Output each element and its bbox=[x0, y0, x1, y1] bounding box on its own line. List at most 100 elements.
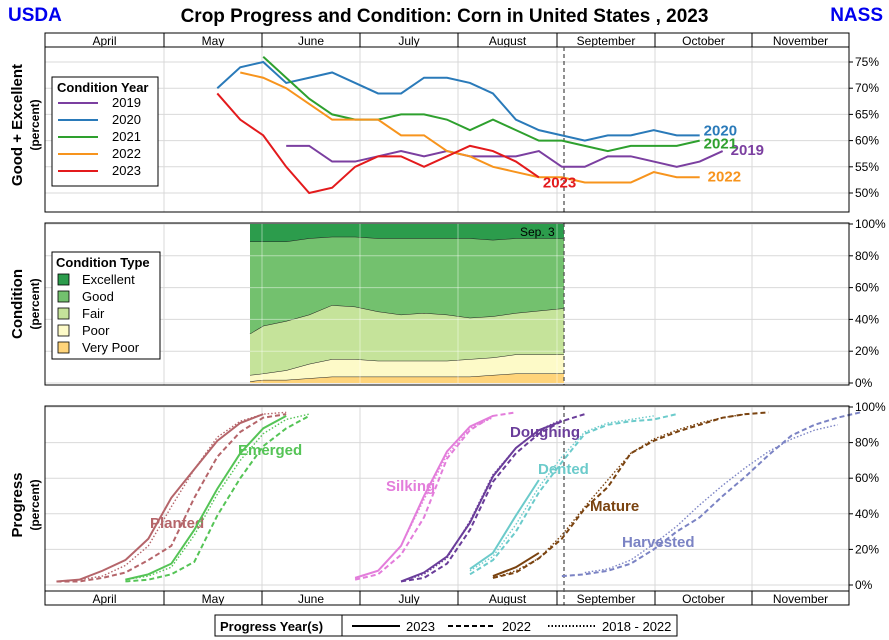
y-tick-label: 65% bbox=[855, 107, 879, 121]
progress-line-dented-avg bbox=[469, 415, 654, 572]
progress-line-emerged-y2022 bbox=[125, 415, 310, 583]
chart-title: Crop Progress and Condition: Corn in Uni… bbox=[180, 6, 709, 27]
month-label: June bbox=[298, 34, 324, 48]
progress-line-harvested-y2022 bbox=[561, 411, 861, 578]
nass-logo: NASS bbox=[830, 5, 883, 26]
y-tick-label: 100% bbox=[855, 400, 886, 414]
progress-line-silking-avg bbox=[354, 417, 494, 579]
legend-entry: Good bbox=[82, 289, 114, 304]
month-label: April bbox=[92, 34, 116, 48]
stage-label-dented: Dented bbox=[538, 461, 589, 478]
month-label: July bbox=[398, 592, 419, 606]
y-tick-label: 40% bbox=[855, 507, 879, 521]
stage-label-planted: Planted bbox=[150, 515, 204, 532]
y-tick-label: 60% bbox=[855, 134, 879, 148]
month-strip bbox=[44, 590, 850, 606]
date-annotation: Sep. 3 bbox=[520, 225, 555, 239]
month-label: September bbox=[577, 34, 636, 48]
legend-entry: 2022 bbox=[502, 619, 531, 634]
month-label: May bbox=[202, 34, 225, 48]
y-tick-label: 40% bbox=[855, 312, 879, 326]
series-line-2023 bbox=[216, 92, 540, 195]
condition-band-good bbox=[250, 236, 564, 334]
condition-year-legend bbox=[51, 76, 159, 187]
legend-entry: Very Poor bbox=[82, 340, 140, 355]
stage-label-silking: Silking bbox=[386, 478, 435, 495]
progress-line-planted-y2022 bbox=[56, 413, 287, 583]
series-end-label-2019: 2019 bbox=[731, 142, 764, 159]
y-tick-label: 75% bbox=[855, 55, 879, 69]
progress-line-harvested-avg bbox=[584, 424, 838, 574]
month-strip bbox=[44, 32, 850, 48]
progress-line-planted-y2023 bbox=[56, 413, 264, 583]
y-tick-label: 80% bbox=[855, 249, 879, 263]
panel-border bbox=[44, 32, 850, 213]
month-label: October bbox=[682, 592, 725, 606]
y-tick-label: 0% bbox=[855, 578, 873, 592]
month-label: May bbox=[202, 592, 225, 606]
progress-line-emerged-y2023 bbox=[125, 415, 287, 581]
stage-label-mature: Mature bbox=[590, 498, 639, 515]
condition-band-excellent bbox=[250, 224, 564, 242]
month-label: November bbox=[773, 34, 828, 48]
stage-label-emerged: Emerged bbox=[238, 442, 302, 459]
panel-border bbox=[44, 222, 850, 386]
y-tick-label: 80% bbox=[855, 436, 879, 450]
legend-title: Progress Year(s) bbox=[220, 619, 323, 634]
progress-line-silking-y2023 bbox=[354, 414, 494, 579]
legend-entry: 2022 bbox=[112, 146, 141, 161]
progress-panel: 100% 80% 60% 40% 20% 0% April May June July August… bbox=[9, 400, 886, 606]
legend-swatch bbox=[57, 273, 70, 286]
legend-entry: 2021 bbox=[112, 129, 141, 144]
legend-entry: 2023 bbox=[406, 619, 435, 634]
series-end-label-2021: 2021 bbox=[704, 136, 737, 153]
y-axis-label-unit: (percent) bbox=[28, 479, 42, 530]
month-label: November bbox=[773, 592, 828, 606]
stage-label-harvested: Harvested bbox=[622, 534, 695, 551]
legend-entry: 2020 bbox=[112, 112, 141, 127]
y-tick-label: 50% bbox=[855, 186, 879, 200]
y-tick-label: 20% bbox=[855, 344, 879, 358]
condition-type-legend bbox=[51, 251, 161, 360]
month-label: August bbox=[489, 592, 527, 606]
month-label: June bbox=[298, 592, 324, 606]
legend-swatch bbox=[57, 341, 70, 354]
y-tick-label: 70% bbox=[855, 81, 879, 95]
series-end-label-2023: 2023 bbox=[543, 174, 576, 191]
y-tick-label: 55% bbox=[855, 160, 879, 174]
y-axis-label-unit: (percent) bbox=[28, 99, 42, 150]
legend-entry: Excellent bbox=[82, 272, 135, 287]
y-tick-label: 60% bbox=[855, 471, 879, 485]
month-label: April bbox=[92, 592, 116, 606]
y-tick-label: 100% bbox=[855, 217, 886, 231]
legend-entry: 2023 bbox=[112, 163, 141, 178]
progress-line-dented-y2022 bbox=[469, 413, 677, 576]
y-tick-label: 60% bbox=[855, 281, 879, 295]
legend-entry: 2019 bbox=[112, 95, 141, 110]
usda-logo: USDA bbox=[8, 5, 62, 26]
panel-border bbox=[44, 405, 850, 606]
series-line-2021 bbox=[262, 56, 700, 153]
condition-band-fair bbox=[250, 305, 564, 376]
progress-year-legend: Progress Year(s) 2023 2022 2018 - 2022 bbox=[214, 614, 678, 637]
stage-label-doughing: Doughing bbox=[510, 424, 580, 441]
y-axis-label-unit: (percent) bbox=[28, 278, 42, 329]
legend-swatch bbox=[57, 324, 70, 337]
y-tick-label: 20% bbox=[855, 542, 879, 556]
good-excellent-panel: 75% 70% 65% 60% 55% 50% April May June July August… bbox=[9, 32, 879, 213]
legend-entry: Poor bbox=[82, 323, 110, 338]
month-label: August bbox=[489, 34, 527, 48]
progress-line-mature-avg bbox=[492, 413, 746, 579]
progress-line-planted-avg bbox=[56, 411, 287, 583]
series-end-label-2022: 2022 bbox=[708, 168, 741, 185]
legend-swatch bbox=[57, 307, 70, 320]
series-line-2022 bbox=[240, 71, 700, 184]
progress-line-doughing-y2022 bbox=[400, 413, 586, 583]
legend-swatch bbox=[57, 290, 70, 303]
series-end-label-2020: 2020 bbox=[704, 122, 737, 139]
progress-line-mature-y2023 bbox=[492, 552, 540, 578]
legend-title: Condition Type bbox=[56, 255, 150, 270]
condition-panel: 100% 80% 60% 40% 20% 0% Sep. 3 Condition Type Ex… bbox=[9, 217, 886, 390]
series-line-2020 bbox=[216, 60, 700, 142]
progress-line-doughing-y2023 bbox=[400, 420, 563, 583]
